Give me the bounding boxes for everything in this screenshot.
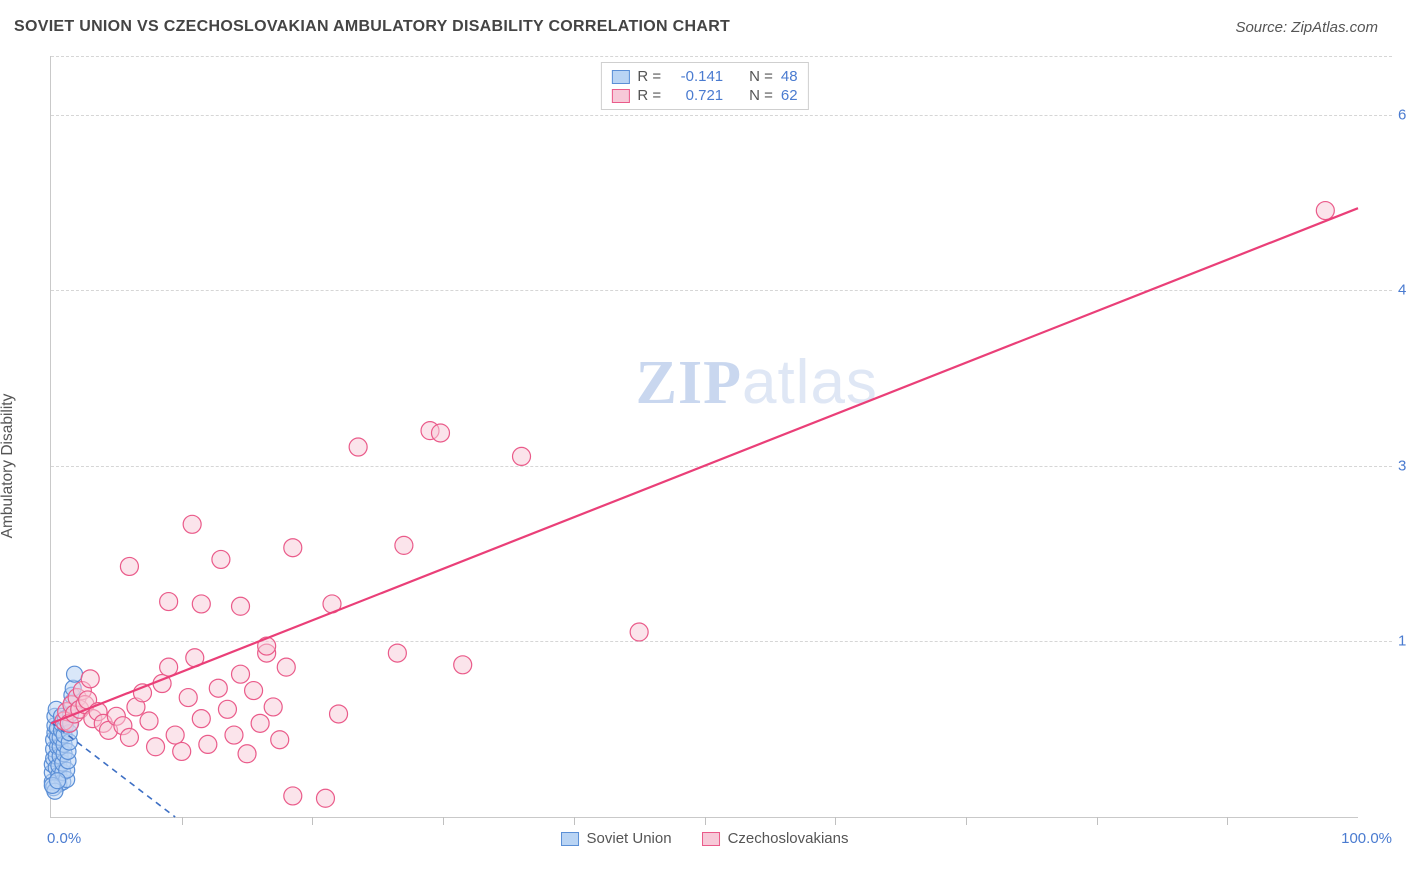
legend-n-value: 62 (781, 87, 798, 104)
x-tick (312, 817, 313, 825)
chart-container: Ambulatory Disability ZIPatlas R =-0.141… (14, 54, 1392, 878)
legend-swatch-icon (611, 70, 629, 84)
data-point-czech (277, 658, 295, 676)
legend-series-label: Czechoslovakians (728, 830, 849, 847)
data-point-czech (173, 742, 191, 760)
data-point-czech (120, 728, 138, 746)
legend-r-value: 0.721 (669, 87, 723, 104)
legend-r-label: R = (637, 87, 661, 104)
data-point-czech (160, 593, 178, 611)
data-point-czech (225, 726, 243, 744)
legend-swatch-icon (702, 832, 720, 846)
x-tick-label: 0.0% (47, 830, 81, 847)
y-tick-label: 45.0% (1392, 282, 1406, 299)
data-point-czech (245, 682, 263, 700)
trend-line-czech (51, 208, 1358, 723)
legend-series: Soviet Union Czechoslovakians (561, 830, 849, 847)
x-tick (966, 817, 967, 825)
data-point-czech (81, 670, 99, 688)
data-point-czech (316, 789, 334, 807)
x-tick (1097, 817, 1098, 825)
x-tick (574, 817, 575, 825)
legend-swatch-icon (561, 832, 579, 846)
data-point-soviet (50, 773, 66, 789)
legend-item-czech: Czechoslovakians (702, 830, 849, 847)
data-point-czech (192, 595, 210, 613)
y-axis-label: Ambulatory Disability (0, 394, 17, 539)
data-point-czech (395, 536, 413, 554)
data-point-czech (271, 731, 289, 749)
data-point-czech (1316, 202, 1334, 220)
data-point-czech (431, 424, 449, 442)
data-point-czech (388, 644, 406, 662)
legend-n-label: N = (749, 68, 773, 85)
y-tick-label: 15.0% (1392, 633, 1406, 650)
data-point-czech (238, 745, 256, 763)
data-point-czech (251, 714, 269, 732)
data-point-czech (183, 515, 201, 533)
x-tick (182, 817, 183, 825)
data-point-soviet (67, 666, 83, 682)
data-point-czech (147, 738, 165, 756)
x-tick-label: 100.0% (1341, 830, 1392, 847)
legend-series-label: Soviet Union (587, 830, 672, 847)
data-point-czech (630, 623, 648, 641)
data-point-czech (232, 597, 250, 615)
data-point-czech (212, 550, 230, 568)
data-point-czech (179, 689, 197, 707)
x-tick (1227, 817, 1228, 825)
data-point-czech (284, 539, 302, 557)
data-point-czech (349, 438, 367, 456)
data-point-czech (218, 700, 236, 718)
data-point-czech (232, 665, 250, 683)
chart-title: SOVIET UNION VS CZECHOSLOVAKIAN AMBULATO… (14, 18, 730, 36)
legend-r-label: R = (637, 68, 661, 85)
data-point-czech (209, 679, 227, 697)
y-tick-label: 60.0% (1392, 106, 1406, 123)
legend-r-value: -0.141 (669, 68, 723, 85)
legend-stats: R = -0.141 N = 48 R = 0.721 N = 62 (600, 62, 808, 110)
legend-item-soviet: Soviet Union (561, 830, 672, 847)
plot-area: ZIPatlas R =-0.141N =48R =0.721N =62 Sov… (50, 56, 1358, 818)
data-point-czech (264, 698, 282, 716)
data-point-czech (120, 557, 138, 575)
chart-source: Source: ZipAtlas.com (1235, 19, 1378, 36)
data-point-czech (192, 710, 210, 728)
data-point-czech (284, 787, 302, 805)
data-point-czech (166, 726, 184, 744)
x-tick (705, 817, 706, 825)
data-point-czech (199, 735, 217, 753)
legend-n-label: N = (749, 87, 773, 104)
x-tick (835, 817, 836, 825)
data-point-czech (513, 447, 531, 465)
legend-stats-row-czech: R = 0.721 N = 62 (611, 86, 797, 105)
legend-stats-row-soviet: R = -0.141 N = 48 (611, 67, 797, 86)
y-tick-label: 30.0% (1392, 457, 1406, 474)
legend-n-value: 48 (781, 68, 798, 85)
data-layer (51, 56, 1358, 817)
data-point-czech (454, 656, 472, 674)
data-point-czech (330, 705, 348, 723)
x-tick (443, 817, 444, 825)
data-point-czech (140, 712, 158, 730)
legend-swatch-icon (611, 89, 629, 103)
